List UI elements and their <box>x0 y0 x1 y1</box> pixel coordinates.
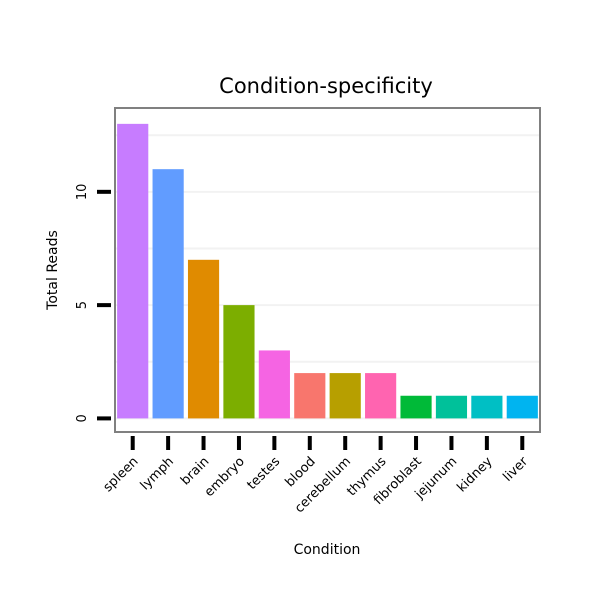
bar-cerebellum <box>329 373 361 419</box>
plot-frame <box>114 107 541 433</box>
x-tick-label-spleen: spleen <box>101 454 142 495</box>
y-tick-label: 0 <box>75 414 90 422</box>
y-axis: 0 5 10 <box>75 184 111 423</box>
x-tick-label-lymph: lymph <box>138 454 177 493</box>
bar-jejunum <box>435 395 468 419</box>
x-tick-label-liver: liver <box>501 454 532 485</box>
x-tick-label-testes: testes <box>244 454 283 493</box>
y-axis-title: Total Reads <box>45 230 61 311</box>
x-tick-label-embryo: embryo <box>202 454 248 500</box>
chart-title: Condition-specificity <box>219 74 433 98</box>
y-tick-label: 10 <box>75 184 90 201</box>
bar-thymus <box>365 373 397 419</box>
bar-brain <box>187 259 220 419</box>
bar-lymph <box>152 169 184 419</box>
bar-blood <box>294 373 326 419</box>
bar-fibroblast <box>400 395 432 419</box>
bars <box>117 123 538 419</box>
bar-liver <box>506 395 538 419</box>
grid <box>115 134 540 420</box>
x-axis-title: Condition <box>294 542 361 558</box>
bar-kidney <box>471 395 503 419</box>
y-tick-label: 5 <box>75 301 90 309</box>
x-tick-label-kidney: kidney <box>454 454 495 495</box>
bar-spleen <box>117 123 149 419</box>
bar-embryo <box>223 305 255 419</box>
bar-testes <box>258 350 290 419</box>
